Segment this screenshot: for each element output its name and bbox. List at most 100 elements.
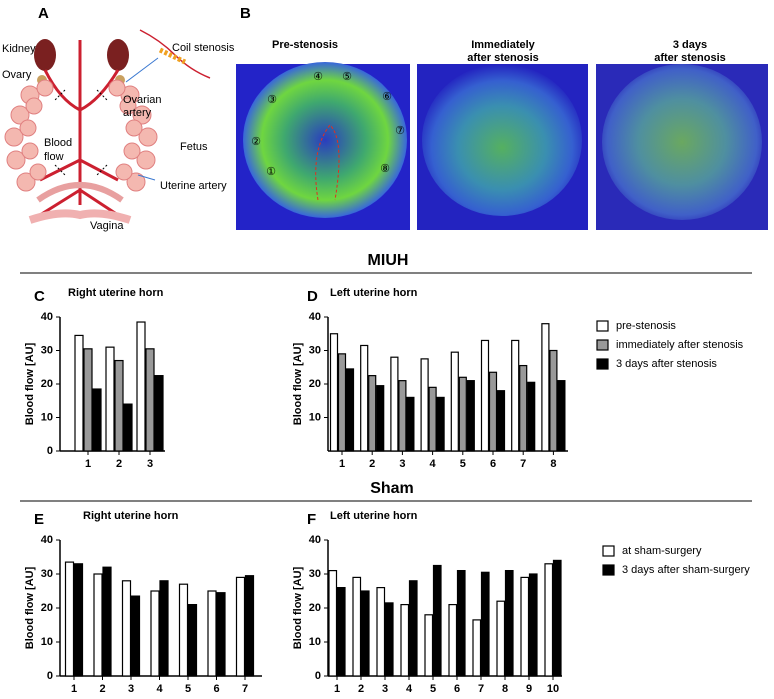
x-tick-label: 1 [85, 458, 91, 470]
x-tick-label: 3 [128, 683, 134, 695]
diagram-label: Fetus [180, 141, 208, 153]
x-tick-label: 1 [71, 683, 77, 695]
bar [456, 569, 466, 677]
bar [424, 614, 434, 677]
diagram-label: Uterine artery [160, 180, 227, 192]
bar [136, 321, 146, 452]
y-axis-label: Blood flow [AU] [24, 566, 36, 649]
bar [244, 575, 255, 677]
bar [345, 368, 355, 452]
x-tick-label: 6 [490, 458, 496, 470]
bar [420, 358, 429, 452]
bar [458, 376, 467, 452]
bar [450, 351, 459, 452]
bar [207, 590, 217, 677]
panel-label: D [307, 288, 318, 305]
legend-label: 3 days after sham-surgery [622, 564, 750, 576]
position-marker: ⑥ [382, 91, 392, 103]
position-marker: ③ [267, 94, 277, 106]
legend-swatch [596, 358, 609, 370]
y-tick-label: 30 [41, 568, 53, 580]
bar [496, 390, 506, 452]
x-tick-label: 5 [430, 683, 436, 695]
panel-label: E [34, 511, 44, 528]
position-marker: ⑤ [342, 71, 352, 83]
y-tick-label: 40 [41, 534, 53, 546]
image-title: after stenosis [467, 52, 539, 64]
image-title: 3 days [673, 39, 707, 51]
position-markers: ① ② ③ ④ ⑤ ⑥ ⑦ ⑧ [251, 71, 405, 178]
bar [329, 333, 339, 452]
bar [121, 580, 132, 677]
x-tick-label: 4 [430, 458, 437, 470]
x-tick-label: 1 [339, 458, 345, 470]
bar [64, 561, 75, 677]
bar [74, 334, 84, 452]
legend-swatch [596, 339, 609, 351]
bar [400, 603, 410, 677]
chart-title: Right uterine horn [83, 510, 179, 522]
bar [150, 590, 160, 677]
position-marker: ① [266, 166, 276, 178]
bar [102, 566, 112, 677]
y-tick-label: 30 [309, 344, 321, 356]
bar [466, 380, 475, 452]
x-tick-label: 4 [156, 683, 163, 695]
bar [519, 364, 528, 452]
bar [352, 576, 362, 677]
x-tick-label: 2 [99, 683, 105, 695]
x-tick-label: 2 [358, 683, 364, 695]
legend-label: 3 days after stenosis [616, 358, 717, 370]
x-tick-label: 3 [399, 458, 405, 470]
panel-label: A [38, 5, 49, 22]
y-tick-label: 0 [315, 670, 321, 682]
x-tick-label: 5 [460, 458, 466, 470]
x-tick-label: 9 [526, 683, 532, 695]
bar [123, 403, 133, 452]
bar [114, 359, 124, 452]
diagram-label: flow [44, 151, 64, 163]
diagram-label: Vagina [90, 220, 124, 232]
y-tick-label: 40 [309, 311, 321, 323]
bar [360, 590, 370, 677]
bar [552, 559, 562, 677]
x-tick-label: 4 [406, 683, 413, 695]
panel-label: B [240, 5, 251, 22]
bar [83, 348, 93, 452]
chart-title: Left uterine horn [330, 287, 418, 299]
bar [472, 619, 482, 677]
diagram-label: artery [123, 107, 152, 119]
bar [496, 600, 506, 677]
image-title: after stenosis [654, 52, 726, 64]
bar [73, 563, 84, 677]
y-tick-label: 40 [41, 311, 53, 323]
bar [376, 385, 385, 452]
x-tick-label: 8 [550, 458, 556, 470]
bar [145, 348, 155, 452]
bar [187, 603, 198, 677]
x-tick-label: 6 [213, 683, 219, 695]
bar [488, 371, 498, 452]
image-title: Immediately [471, 39, 535, 51]
bar [93, 573, 103, 677]
panel-label: F [307, 511, 316, 528]
bar [390, 356, 399, 452]
bar [368, 375, 377, 452]
x-tick-label: 5 [185, 683, 191, 695]
x-tick-label: 6 [454, 683, 460, 695]
position-marker: ② [251, 136, 261, 148]
bar [428, 386, 437, 452]
x-tick-label: 2 [369, 458, 375, 470]
bar [216, 592, 226, 677]
y-tick-label: 20 [309, 378, 321, 390]
section-title: MIUH [368, 252, 409, 269]
bar [549, 349, 558, 452]
position-marker: ⑦ [395, 125, 405, 137]
bar [384, 602, 394, 677]
diagram-label: Blood [44, 137, 72, 149]
chart-title: Right uterine horn [68, 287, 164, 299]
x-tick-label: 3 [382, 683, 388, 695]
diagram-label: Kidney [2, 43, 36, 55]
y-tick-label: 30 [41, 344, 53, 356]
